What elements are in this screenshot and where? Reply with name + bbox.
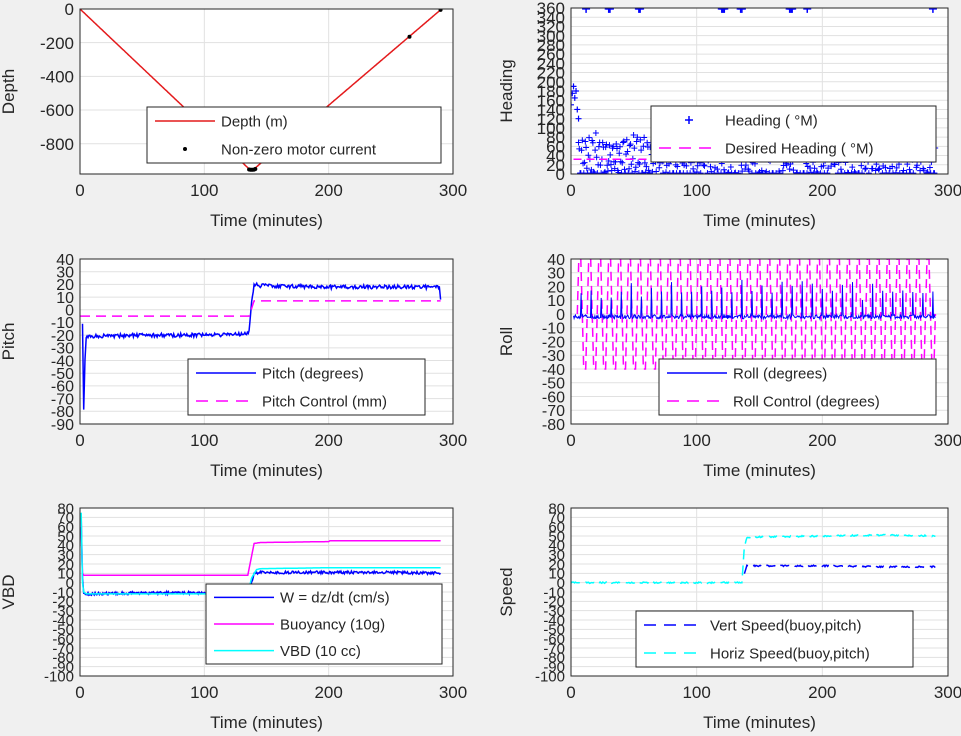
- x-tick-label: 0: [75, 683, 84, 702]
- y-tick-label: 360: [537, 0, 565, 18]
- legend-label: Roll (degrees): [733, 365, 827, 382]
- legend-label: Heading ( °M): [725, 112, 818, 129]
- x-axis-label: Time (minutes): [703, 211, 816, 230]
- y-axis-label: Heading: [497, 59, 516, 122]
- x-tick-label: 100: [190, 683, 218, 702]
- legend-label: Buoyancy (10g): [280, 616, 385, 633]
- y-axis-label: Speed: [497, 567, 516, 616]
- legend-label: VBD (10 cc): [280, 643, 361, 660]
- x-tick-label: 200: [808, 181, 836, 200]
- x-tick-label: 200: [314, 181, 342, 200]
- y-tick-label: -200: [40, 34, 74, 53]
- legend-label: Roll Control (degrees): [733, 393, 880, 410]
- x-tick-label: 0: [566, 683, 575, 702]
- x-tick-label: 200: [314, 683, 342, 702]
- x-tick-label: 0: [75, 431, 84, 450]
- x-tick-label: 300: [439, 181, 467, 200]
- legend-label: Pitch Control (mm): [262, 393, 387, 410]
- y-tick-label: -100: [44, 668, 74, 685]
- depth-legend: Depth (m) Non-zero motor current: [147, 107, 441, 163]
- x-tick-label: 300: [439, 683, 467, 702]
- x-tick-label: 100: [682, 181, 710, 200]
- x-tick-label: 200: [808, 683, 836, 702]
- x-tick-label: 0: [75, 181, 84, 200]
- x-tick-label: 200: [808, 431, 836, 450]
- x-axis-label: Time (minutes): [210, 461, 323, 480]
- x-tick-label: 300: [934, 181, 961, 200]
- legend-label: Vert Speed(buoy,pitch): [710, 617, 861, 634]
- heading-legend: Heading ( °M) Desired Heading ( °M): [651, 106, 936, 162]
- x-tick-label: 100: [190, 181, 218, 200]
- y-tick-label: -800: [40, 135, 74, 154]
- legend-label: Depth (m): [221, 113, 288, 130]
- roll-legend: Roll (degrees) Roll Control (degrees): [659, 359, 936, 415]
- x-tick-label: 0: [566, 431, 575, 450]
- speed-legend: Vert Speed(buoy,pitch) Horiz Speed(buoy,p…: [636, 611, 913, 667]
- motor-current-dot: [253, 167, 257, 171]
- y-axis-label: Depth: [0, 69, 18, 114]
- x-axis-label: Time (minutes): [703, 713, 816, 732]
- x-tick-label: 200: [314, 431, 342, 450]
- y-tick-label: -100: [535, 668, 565, 685]
- y-tick-label: 0: [65, 0, 74, 19]
- x-axis-label: Time (minutes): [703, 461, 816, 480]
- legend-label: Non-zero motor current: [221, 141, 377, 158]
- y-axis-label: VBD: [0, 575, 18, 610]
- pitch-legend: Pitch (degrees) Pitch Control (mm): [188, 359, 425, 415]
- y-axis-label: Roll: [497, 327, 516, 356]
- x-tick-label: 300: [934, 683, 961, 702]
- x-tick-label: 300: [439, 431, 467, 450]
- x-axis-label: Time (minutes): [210, 713, 323, 732]
- y-tick-label: -400: [40, 67, 74, 86]
- legend-label: Pitch (degrees): [262, 365, 364, 382]
- y-tick-label: -90: [51, 417, 74, 434]
- x-tick-label: 100: [190, 431, 218, 450]
- legend-marker: [183, 147, 187, 151]
- x-tick-label: 100: [682, 683, 710, 702]
- x-tick-label: 0: [566, 181, 575, 200]
- y-tick-label: -600: [40, 101, 74, 120]
- x-tick-label: 100: [682, 431, 710, 450]
- motor-current-dot: [407, 35, 411, 39]
- y-axis-label: Pitch: [0, 323, 18, 361]
- legend-label: Horiz Speed(buoy,pitch): [710, 645, 870, 662]
- vbd-legend: W = dz/dt (cm/s) Buoyancy (10g) VBD (10 cc…: [206, 584, 442, 664]
- legend-label: W = dz/dt (cm/s): [280, 590, 390, 607]
- y-tick-label: -80: [542, 417, 565, 434]
- legend-label: Desired Heading ( °M): [725, 140, 874, 157]
- x-tick-label: 300: [934, 431, 961, 450]
- x-axis-label: Time (minutes): [210, 211, 323, 230]
